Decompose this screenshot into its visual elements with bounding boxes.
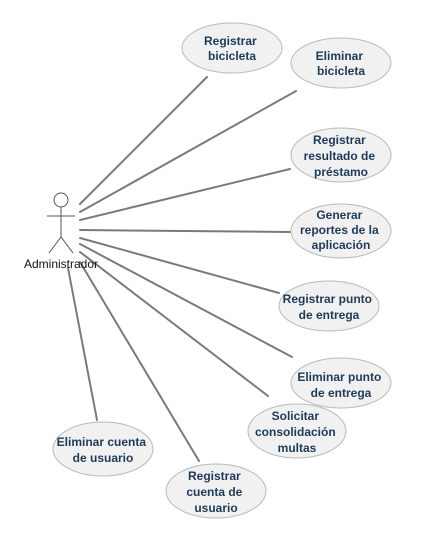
association-eliminar-bicicleta [79,90,297,213]
association-registrar-resultado-prestamo [79,168,291,221]
use-case-registrar-cuenta-usuario[interactable]: Registrar cuenta de usuario [165,463,267,519]
actor-right-leg [60,236,74,254]
associations [67,76,297,462]
use-case-label: Eliminar bicicleta [316,49,367,78]
association-registrar-punto-entrega [79,237,280,294]
use-case-ellipse [290,127,392,183]
use-case-ellipse [278,280,380,332]
association-solicitar-consolidacion-multas [79,251,269,397]
actor-left-leg [48,236,62,254]
use-case-registrar-resultado-prestamo[interactable]: Registrar resultado de préstamo [290,127,392,183]
use-case-registrar-bicicleta[interactable]: Registrar bicicleta [181,22,283,74]
use-case-ellipse [52,421,154,477]
use-case-ellipse [290,203,392,259]
use-cases: Registrar bicicleta Eliminar bicicleta R… [52,22,392,519]
actor-administrador[interactable]: Administrador [24,192,98,271]
use-case-ellipse [181,22,283,74]
association-eliminar-cuenta-usuario [67,267,98,421]
actor-head [53,192,69,208]
use-case-label: Solicitar consolidación multas [255,409,339,455]
use-case-eliminar-punto-entrega[interactable]: Eliminar punto de entrega [290,357,392,409]
use-case-ellipse [165,463,267,519]
use-case-generar-reportes[interactable]: Generar reportes de la aplicación [290,203,392,259]
use-case-label: Registrar resultado de préstamo [304,133,379,179]
association-eliminar-punto-entrega [79,243,293,358]
use-case-label: Registrar cuenta de usuario [186,469,245,515]
actor-label: Administrador [24,257,98,271]
use-case-eliminar-bicicleta[interactable]: Eliminar bicicleta [290,37,392,89]
association-registrar-bicicleta [79,76,208,205]
use-case-label: Registrar bicicleta [204,34,260,63]
use-case-eliminar-cuenta-usuario[interactable]: Eliminar cuenta de usuario [52,421,154,477]
use-case-registrar-punto-entrega[interactable]: Registrar punto de entrega [278,280,380,332]
use-case-label: Registrar punto de entrega [283,292,376,322]
association-registrar-cuenta-usuario [79,261,200,462]
use-case-ellipse [290,37,392,89]
use-case-label: Eliminar cuenta de usuario [57,435,150,465]
use-case-solicitar-consolidacion-multas[interactable]: Solicitar consolidación multas [247,403,347,459]
use-case-ellipse [290,357,392,409]
use-case-label: Eliminar punto de entrega [297,370,384,400]
use-case-ellipse [247,403,347,459]
association-generar-reportes [79,229,291,233]
use-case-label: Generar reportes de la aplicación [300,208,382,252]
